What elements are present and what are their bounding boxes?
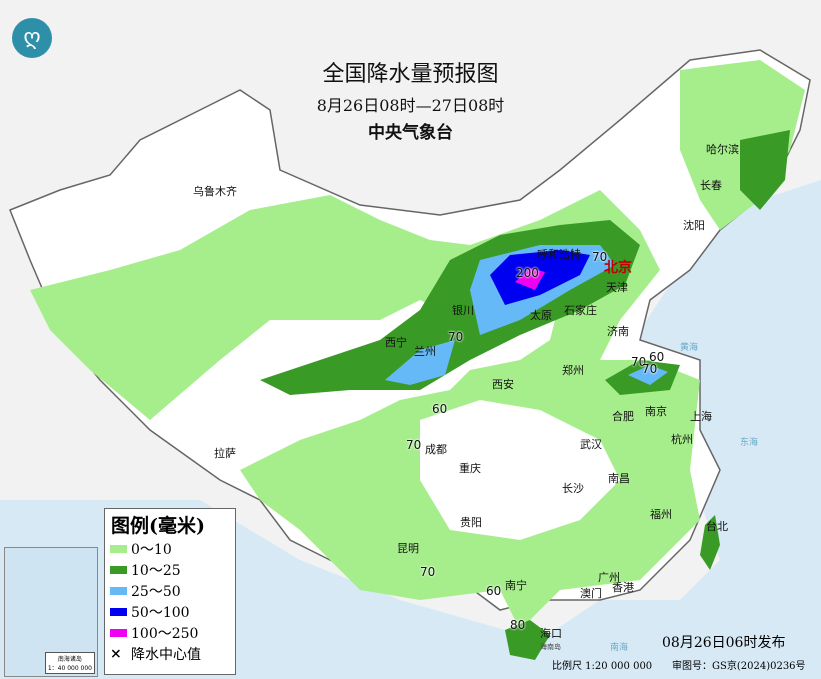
city-label: 成都: [425, 443, 447, 456]
city-label: 杭州: [671, 433, 693, 446]
legend-label: 0～10: [131, 541, 172, 558]
legend-swatch: [110, 628, 127, 637]
agency-name: 中央气象台: [368, 123, 453, 143]
rain-center-value: 70: [420, 565, 436, 579]
legend-label: 100～250: [131, 625, 199, 642]
sea-label: 东海: [740, 438, 759, 448]
island-label: 海南岛: [540, 643, 561, 651]
rain-center-value: 70: [592, 250, 608, 264]
city-label: 南宁: [505, 579, 527, 592]
map-scale: 比例尺 1:20 000 000: [552, 661, 653, 672]
rain-center-value: 70: [406, 438, 422, 452]
legend-item: 50～100: [110, 601, 235, 622]
legend-label: 10～25: [131, 562, 181, 579]
legend-swatch: [110, 565, 127, 574]
legend-item: × 降水中心值: [110, 643, 235, 664]
rain-25-50-lanzhou: [385, 340, 455, 385]
city-label: 台北: [706, 520, 728, 533]
city-label: 北京: [604, 260, 632, 276]
approval-number: 审图号：GS京(2024)0236号: [672, 661, 806, 672]
rain-center-value: 60: [486, 584, 502, 598]
city-label: 石家庄: [564, 304, 597, 317]
city-label: 合肥: [612, 410, 634, 423]
rain-center-value: 60: [649, 350, 665, 364]
rain-center-value: 70: [631, 355, 647, 369]
rain-center-value: 60: [432, 402, 448, 416]
legend: 图例(毫米) 0～10 10～25 25～50 50～100 100～250 ×…: [104, 508, 236, 675]
inset-title: 南海诸岛: [57, 656, 82, 663]
city-label: 贵阳: [460, 516, 482, 529]
city-label: 香港: [612, 581, 634, 594]
taiwan: [700, 515, 720, 570]
rain-100-250-core: [515, 268, 545, 290]
legend-swatch: [110, 607, 127, 616]
issued-time: 08月26日06时发布: [662, 635, 786, 651]
city-label: 福州: [650, 508, 672, 521]
forecast-period: 8月26日08时—27日08时: [316, 96, 505, 115]
inset-caption: 南海诸岛 1：40 000 000: [44, 652, 95, 674]
city-label: 天津: [606, 281, 628, 294]
city-label: 哈尔滨: [706, 143, 739, 156]
rain-0-10-south-white-hole: [420, 400, 620, 540]
city-label: 太原: [530, 309, 552, 322]
legend-label: 50～100: [131, 604, 190, 621]
city-label: 广州: [598, 571, 620, 584]
city-label: 昆明: [397, 542, 419, 555]
legend-item: 100～250: [110, 622, 235, 643]
city-label: 长春: [700, 179, 722, 192]
city-label: 武汉: [580, 438, 602, 451]
city-label: 重庆: [459, 462, 481, 475]
rain-center-value: 70: [642, 362, 658, 376]
legend-label: 降水中心值: [131, 646, 201, 663]
city-label: 南京: [645, 405, 667, 418]
city-label: 沈阳: [683, 219, 705, 232]
city-label: 长沙: [562, 482, 584, 495]
cma-logo-icon: ღ: [12, 18, 52, 58]
city-label: 拉萨: [214, 447, 236, 460]
south-china-sea-inset: 南海诸岛 1：40 000 000: [4, 547, 98, 677]
legend-swatch: [110, 544, 127, 553]
city-label: 兰州: [414, 345, 436, 358]
city-label: 济南: [607, 325, 629, 338]
city-label: 西安: [492, 378, 514, 391]
city-label: 银川: [452, 304, 474, 317]
rain-25-50-east: [628, 365, 668, 385]
rain-center-value: 80: [510, 618, 526, 632]
city-label: 南昌: [608, 472, 630, 485]
legend-label: 25～50: [131, 583, 181, 600]
legend-item: 10～25: [110, 559, 235, 580]
city-label: 呼和浩特: [537, 248, 581, 261]
rain-center-value: 70: [448, 330, 464, 344]
cross-marker-icon: ×: [110, 645, 122, 662]
city-label: 上海: [690, 410, 712, 423]
city-label: 乌鲁木齐: [193, 185, 237, 198]
sea-label: 南海: [610, 643, 629, 653]
city-label: 澳门: [580, 587, 602, 600]
city-label: 郑州: [562, 364, 584, 377]
legend-title: 图例(毫米): [111, 515, 205, 537]
legend-swatch: [110, 586, 127, 595]
hainan: [505, 620, 550, 660]
inset-scale: 1：40 000 000: [47, 665, 92, 672]
city-label: 西宁: [385, 336, 407, 349]
city-label: 海口: [540, 627, 562, 640]
legend-item: 0～10: [110, 538, 235, 559]
rain-center-value: 200: [516, 266, 539, 280]
map-title: 全国降水量预报图: [322, 62, 499, 87]
sea-label: 黄海: [680, 343, 699, 353]
legend-item: 25～50: [110, 580, 235, 601]
rain-10-25-northeast: [740, 130, 790, 210]
